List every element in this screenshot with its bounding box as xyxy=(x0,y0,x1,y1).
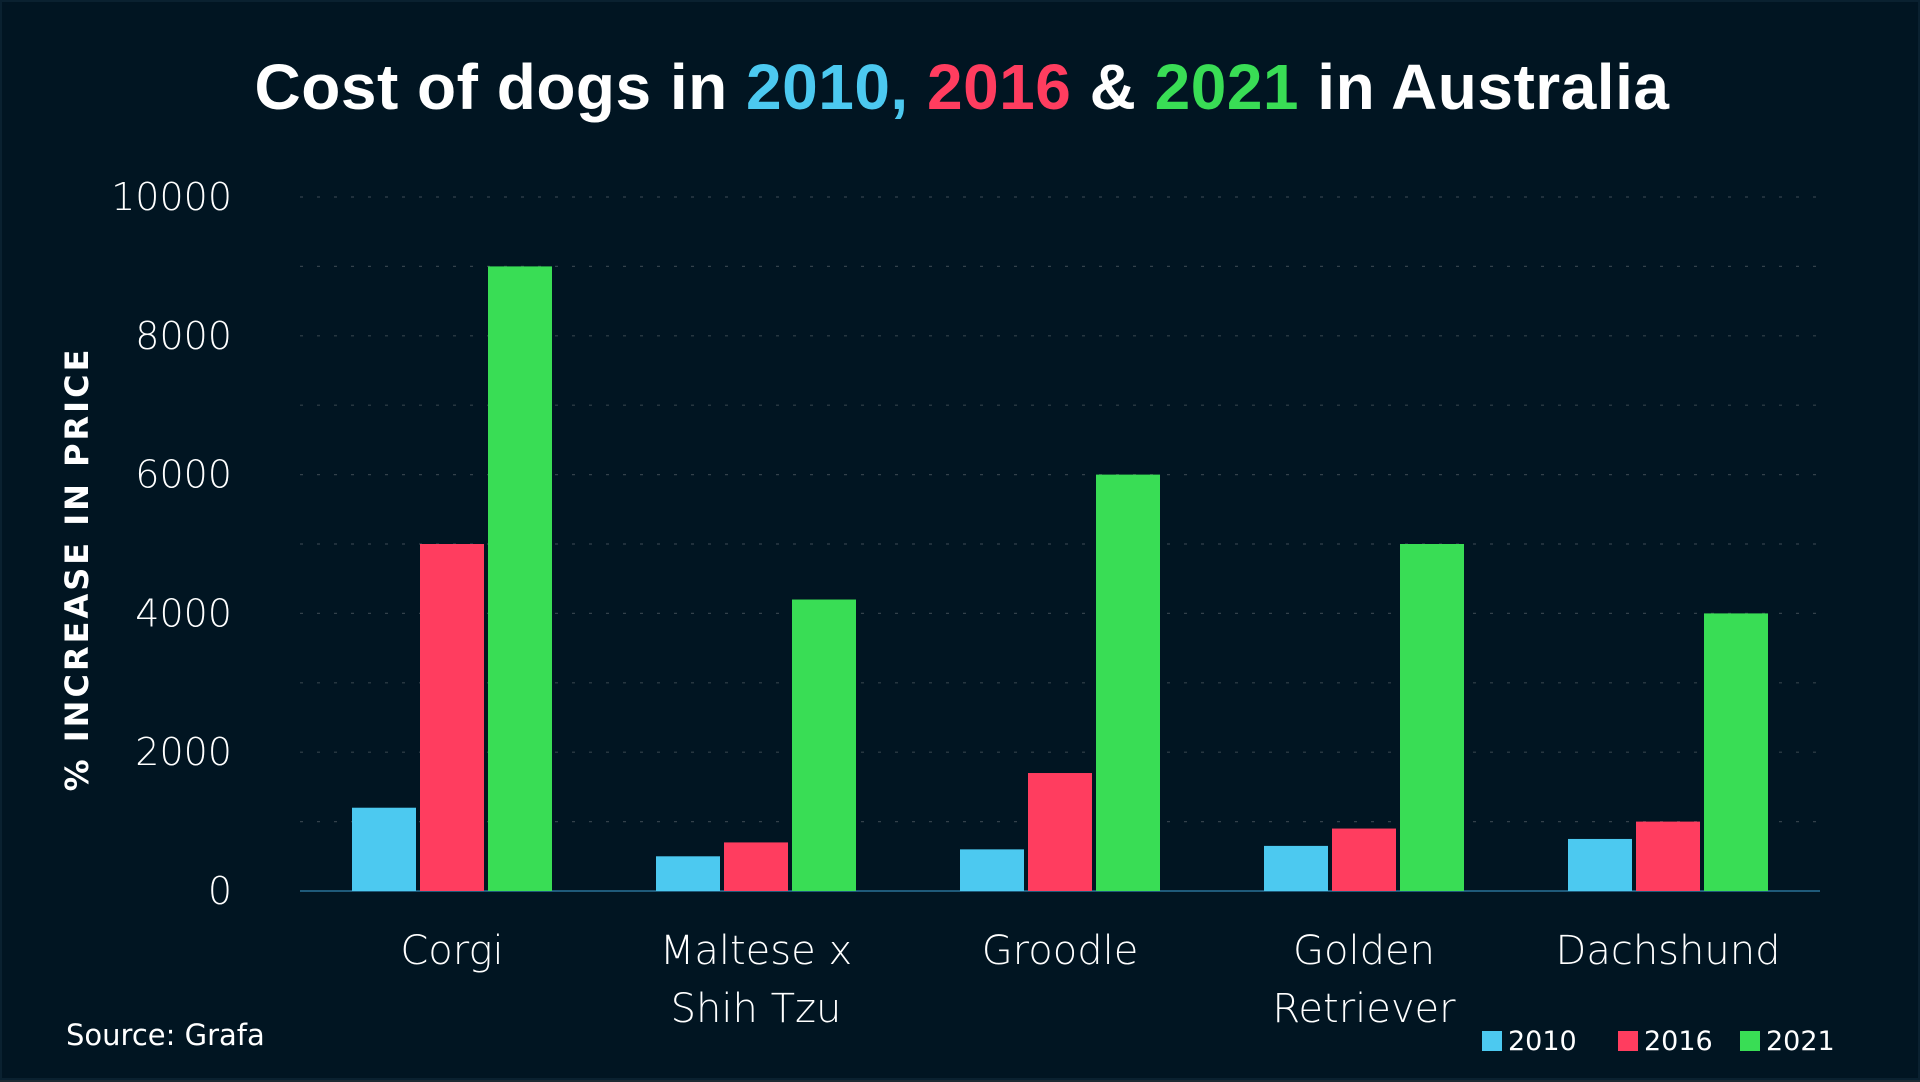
legend: 2010 2016 2021 xyxy=(1482,1026,1835,1057)
legend-label: 2021 xyxy=(1766,1026,1835,1057)
y-tick-label: 4000 xyxy=(135,591,232,635)
bar-2021-0 xyxy=(488,266,552,891)
y-tick-label: 8000 xyxy=(135,314,232,358)
bar-2021-2 xyxy=(1096,474,1160,891)
legend-item-2021: 2021 xyxy=(1740,1026,1835,1057)
y-tick-label: 6000 xyxy=(135,453,232,497)
bars xyxy=(352,266,1768,891)
bar-2016-0 xyxy=(420,544,484,891)
bar-2016-2 xyxy=(1028,773,1092,891)
bar-2010-2 xyxy=(960,849,1024,891)
title-part-5: 2021 xyxy=(1154,51,1300,123)
bar-2021-4 xyxy=(1704,613,1768,891)
bar-2021-3 xyxy=(1400,544,1464,891)
chart-title: Cost of dogs in 2010, 2016 & 2021 in Aus… xyxy=(2,50,1920,124)
title-part-1: 2010, xyxy=(746,51,909,123)
bar-2016-4 xyxy=(1636,821,1700,891)
category-label: Corgi xyxy=(400,928,503,974)
bar-2016-1 xyxy=(724,842,788,891)
y-tick-label: 10000 xyxy=(111,175,232,219)
y-tick-label: 2000 xyxy=(135,730,232,774)
category-label: Dachshund xyxy=(1556,928,1781,974)
y-tick-labels: 0 2000 4000 6000 8000 10000 xyxy=(111,175,232,913)
legend-label: 2010 xyxy=(1508,1026,1577,1057)
title-part-3: 2016 xyxy=(926,51,1072,123)
category-label: Maltese x Shih Tzu xyxy=(660,928,852,1032)
bar-2010-0 xyxy=(352,807,416,891)
legend-swatch xyxy=(1618,1031,1638,1051)
category-label: Golden Retriever xyxy=(1272,928,1456,1032)
category-label: Groodle xyxy=(982,928,1139,974)
legend-item-2016: 2016 xyxy=(1618,1026,1713,1057)
legend-swatch xyxy=(1482,1031,1502,1051)
bar-2010-4 xyxy=(1568,838,1632,891)
title-part-6: in Australia xyxy=(1299,51,1670,123)
source-note: Source: Grafa xyxy=(66,1018,265,1052)
title-part-0: Cost of dogs in xyxy=(254,51,747,123)
bar-2010-3 xyxy=(1264,845,1328,891)
legend-swatch xyxy=(1740,1031,1760,1051)
legend-item-2010: 2010 xyxy=(1482,1026,1577,1057)
bar-2010-1 xyxy=(656,856,720,891)
legend-label: 2016 xyxy=(1644,1026,1713,1057)
y-axis-label: % INCREASE IN PRICE xyxy=(58,347,96,792)
bar-2021-1 xyxy=(792,599,856,891)
bar-2016-3 xyxy=(1332,828,1396,891)
title-part-4: & xyxy=(1071,51,1155,123)
y-tick-label: 0 xyxy=(208,869,232,913)
category-labels: Corgi Maltese x Shih Tzu Groodle Golden Retri… xyxy=(400,928,1780,1032)
